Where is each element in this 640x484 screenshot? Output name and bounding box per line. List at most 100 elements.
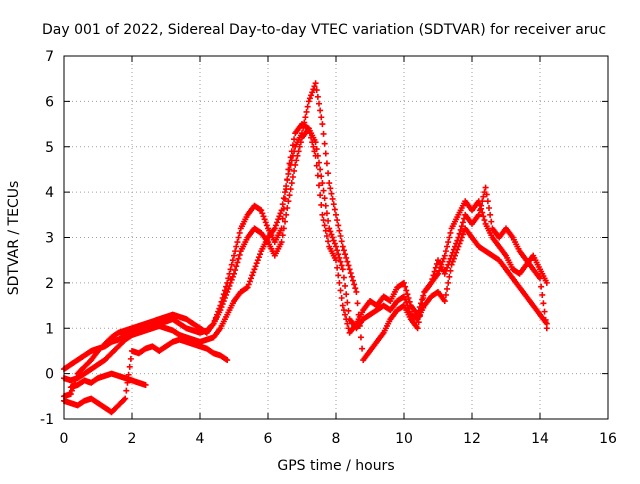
data-point-interp bbox=[419, 301, 426, 308]
data-point-interp bbox=[432, 264, 439, 271]
data-point-interp bbox=[480, 193, 487, 200]
data-point-interp bbox=[365, 349, 372, 356]
data-point-interp bbox=[445, 239, 452, 246]
data-point-interp bbox=[328, 190, 335, 197]
data-point-interp bbox=[126, 363, 133, 370]
data-point-interp bbox=[406, 313, 413, 320]
data-point bbox=[333, 243, 339, 250]
data-point-interp bbox=[508, 232, 515, 239]
data-point-interp bbox=[283, 183, 290, 190]
data-point-interp bbox=[529, 264, 536, 271]
data-point-interp bbox=[232, 267, 239, 274]
data-point-interp bbox=[226, 282, 233, 289]
x-tick-label: 6 bbox=[264, 431, 273, 447]
data-point-interp bbox=[403, 299, 410, 306]
data-point-interp bbox=[539, 291, 546, 298]
grid bbox=[64, 56, 608, 419]
data-point-interp bbox=[535, 263, 542, 270]
data-point-interp bbox=[316, 159, 322, 166]
data-point-interp bbox=[279, 201, 286, 208]
data-point-interp bbox=[316, 100, 322, 107]
data-point-interp bbox=[316, 182, 322, 189]
data-point-interp bbox=[113, 345, 120, 352]
data-point bbox=[319, 121, 326, 128]
data-point-interp bbox=[248, 275, 254, 282]
x-tick-label: 8 bbox=[332, 431, 341, 447]
data-point-interp bbox=[501, 251, 508, 258]
data-point-interp bbox=[289, 174, 296, 180]
data-point-interp bbox=[220, 298, 227, 305]
data-point-interp bbox=[522, 263, 529, 270]
data-point-interp bbox=[288, 180, 295, 187]
data-point-interp bbox=[320, 130, 327, 137]
data-point-interp bbox=[337, 232, 344, 239]
data-point-interp bbox=[246, 278, 253, 285]
data-point-interp bbox=[277, 210, 284, 217]
series-layer bbox=[61, 80, 550, 416]
data-point-interp bbox=[236, 251, 243, 258]
data-point-interp bbox=[522, 291, 529, 298]
y-tick-label: 1 bbox=[45, 321, 54, 337]
data-point-interp bbox=[279, 232, 286, 239]
data-point-interp bbox=[355, 311, 362, 318]
data-point bbox=[231, 252, 237, 259]
data-point bbox=[482, 184, 489, 191]
data-point-interp bbox=[442, 248, 449, 255]
data-point-interp bbox=[291, 167, 298, 174]
data-point-interp bbox=[317, 166, 324, 173]
data-point-interp bbox=[243, 214, 250, 221]
data-point-interp bbox=[254, 257, 261, 264]
data-point-interp bbox=[342, 311, 349, 318]
data-point-interp bbox=[535, 273, 542, 280]
data-point-interp bbox=[420, 295, 427, 301]
data-point-interp bbox=[323, 160, 330, 167]
data-point-interp bbox=[287, 186, 294, 193]
data-point-interp bbox=[221, 295, 228, 301]
data-point-interp bbox=[350, 277, 356, 284]
data-point bbox=[353, 288, 360, 295]
data-point-interp bbox=[446, 258, 453, 265]
data-point-interp bbox=[359, 345, 366, 352]
data-point-interp bbox=[344, 299, 351, 306]
data-point-interp bbox=[342, 282, 349, 289]
data-point-interp bbox=[301, 119, 308, 126]
data-point-interp bbox=[338, 295, 345, 301]
data-point-interp bbox=[444, 285, 451, 292]
data-point-interp bbox=[223, 291, 230, 298]
data-point-interp bbox=[325, 238, 332, 245]
data-point-interp bbox=[255, 254, 262, 261]
data-point-interp bbox=[340, 247, 347, 254]
data-point-interp bbox=[330, 201, 337, 208]
data-point-interp bbox=[283, 211, 290, 218]
data-point-interp bbox=[336, 279, 343, 286]
data-point-interp bbox=[127, 355, 134, 362]
data-point-interp bbox=[313, 87, 320, 94]
data-point bbox=[455, 234, 462, 241]
data-point-interp bbox=[218, 304, 225, 311]
data-point-interp bbox=[282, 218, 288, 225]
data-point bbox=[305, 98, 312, 105]
data-point-interp bbox=[338, 238, 345, 245]
data-point-interp bbox=[345, 262, 352, 269]
data-point-interp bbox=[484, 198, 491, 205]
data-point-interp bbox=[335, 251, 342, 258]
data-point-interp bbox=[344, 258, 351, 265]
data-point-interp bbox=[308, 92, 315, 99]
data-point-interp bbox=[337, 287, 344, 294]
data-point-interp bbox=[480, 213, 487, 220]
y-tick-label: 5 bbox=[45, 140, 54, 156]
data-point-interp bbox=[119, 338, 126, 345]
data-point-interp bbox=[429, 276, 436, 283]
data-point-interp bbox=[508, 273, 515, 280]
data-point-interp bbox=[445, 261, 452, 268]
data-point bbox=[285, 198, 292, 205]
data-point-interp bbox=[331, 206, 338, 213]
data-point-interp bbox=[413, 323, 420, 330]
data-point-interp bbox=[280, 195, 287, 202]
data-point bbox=[543, 325, 550, 332]
data-point-interp bbox=[262, 219, 269, 226]
data-point-interp bbox=[457, 226, 464, 233]
data-point-interp bbox=[304, 103, 311, 110]
data-point-interp bbox=[403, 287, 410, 294]
series-trace-3 bbox=[61, 80, 550, 384]
